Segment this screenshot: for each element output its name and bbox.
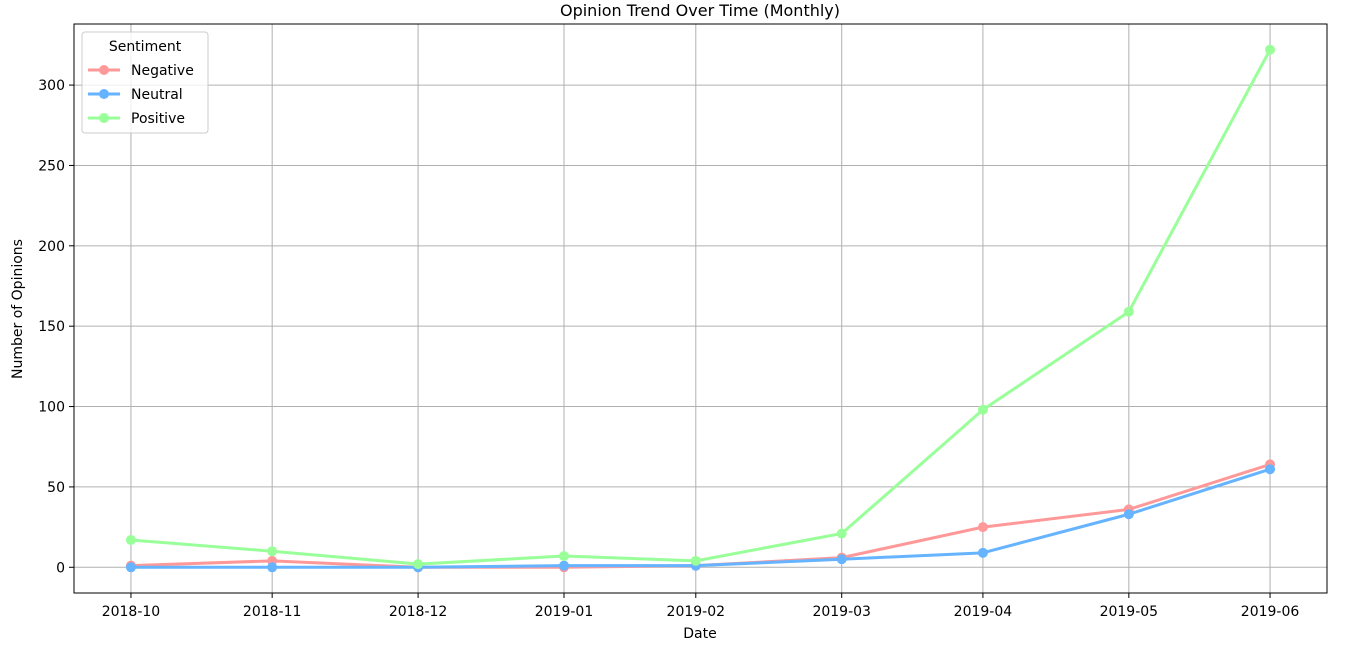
positive-point [267, 546, 278, 557]
legend-label-negative: Negative [131, 63, 194, 79]
legend-marker-neutral [99, 89, 109, 99]
y-tick-label: 150 [38, 319, 65, 335]
legend-marker-negative [99, 65, 109, 75]
neutral-point [977, 547, 988, 558]
grid-lines [74, 24, 1327, 593]
x-tick-label: 2018-12 [389, 604, 448, 620]
neutral-point [1123, 509, 1134, 520]
y-tick-label: 300 [38, 78, 65, 94]
x-tick-label: 2018-11 [243, 604, 302, 620]
x-tick-label: 2019-01 [535, 604, 594, 620]
x-tick-label: 2019-03 [812, 604, 871, 620]
neutral-point [836, 554, 847, 565]
y-tick-label: 200 [38, 239, 65, 255]
x-tick-label: 2019-05 [1100, 604, 1159, 620]
legend-marker-positive [99, 113, 109, 123]
positive-point [836, 528, 847, 539]
negative-line [129, 462, 1272, 569]
legend-entry-neutral: Neutral [88, 87, 183, 103]
y-axis-label: Number of Opinions [10, 239, 26, 379]
y-tick-label: 250 [38, 158, 65, 174]
y-tick-label: 100 [38, 400, 65, 416]
legend-entry-negative: Negative [88, 63, 194, 79]
y-axis-ticks: 0 50 100 150 200 250 300 [38, 78, 74, 576]
positive-point [977, 404, 988, 415]
positive-point [690, 555, 701, 566]
series-positive [125, 44, 1276, 570]
x-tick-label: 2019-04 [954, 604, 1013, 620]
x-tick-label: 2019-02 [667, 604, 726, 620]
neutral-point [125, 562, 136, 573]
neutral-point [558, 560, 569, 571]
legend: Sentiment Negative Neutral Positive [81, 31, 209, 134]
legend-label-positive: Positive [131, 111, 185, 127]
neutral-point [1265, 464, 1276, 475]
x-axis-label: Date [683, 626, 716, 642]
legend-label-neutral: Neutral [131, 87, 183, 103]
series-negative [125, 459, 1276, 573]
positive-point [413, 559, 424, 570]
positive-point [125, 534, 136, 545]
legend-title: Sentiment [109, 39, 182, 55]
chart-title: Opinion Trend Over Time (Monthly) [560, 1, 840, 20]
legend-box [81, 31, 209, 134]
x-tick-label: 2018-10 [102, 604, 161, 620]
x-tick-label: 2019-06 [1241, 604, 1300, 620]
x-axis-ticks: 2018-10 2018-11 2018-12 2019-01 2019-02 2019-… [102, 593, 1300, 620]
legend-entry-positive: Positive [88, 111, 185, 127]
negative-point [977, 522, 988, 533]
legend-entries: Negative Neutral Positive [88, 63, 194, 127]
y-tick-label: 0 [56, 560, 65, 576]
positive-point [1123, 306, 1134, 317]
positive-point [1265, 44, 1276, 55]
neutral-point [267, 562, 278, 573]
series-layer [125, 44, 1276, 573]
positive-point [558, 551, 569, 562]
series-neutral [125, 464, 1276, 573]
plot-frame [73, 23, 1328, 594]
y-tick-label: 50 [47, 480, 65, 496]
